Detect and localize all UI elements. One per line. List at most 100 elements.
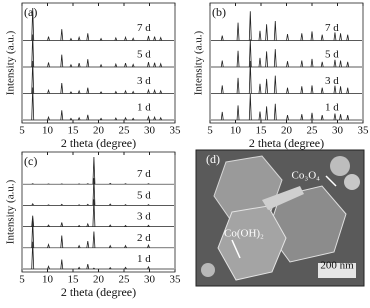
peak (266, 24, 268, 40)
peak (301, 114, 303, 120)
peak (87, 241, 89, 248)
peak (125, 91, 127, 94)
peak (87, 224, 89, 227)
peak (301, 86, 303, 93)
legend-label: 5 d (325, 49, 339, 61)
peak (61, 110, 63, 120)
peak (249, 11, 251, 40)
legend-label: 5 d (137, 189, 151, 201)
legend-label: 5 d (137, 49, 151, 61)
peak (61, 83, 63, 93)
peak (321, 115, 323, 120)
legend-label: 1 d (325, 102, 339, 114)
peak (160, 64, 162, 67)
peak (154, 90, 156, 93)
peak (347, 115, 349, 120)
legend-label: 7 d (137, 22, 151, 34)
x-tick-label: 15 (256, 125, 268, 137)
panel-label: (a) (24, 5, 37, 19)
peak (125, 37, 127, 40)
peak (259, 58, 261, 67)
peak (48, 266, 50, 269)
panel-label: (c) (24, 154, 37, 168)
x-axis-label: 2 theta (degree) (249, 136, 324, 150)
peak (147, 245, 149, 248)
peak (87, 264, 89, 269)
peak (147, 36, 149, 41)
x-tick-label: 35 (170, 125, 182, 137)
peak (48, 117, 50, 120)
y-axis-label: Intensity (a.u.) (5, 179, 17, 244)
legend-label: 3 d (325, 75, 339, 87)
peak (154, 117, 156, 120)
x-tick-label: 10 (42, 125, 54, 137)
peak (61, 29, 63, 40)
peak (274, 104, 276, 120)
peak (147, 90, 149, 94)
peak (347, 88, 349, 94)
peak (321, 88, 323, 94)
peak (237, 51, 239, 67)
peak (237, 105, 239, 120)
peak (221, 85, 223, 93)
x-tick-label: 20 (281, 125, 293, 137)
peak (154, 37, 156, 41)
peak (340, 33, 342, 40)
peak (87, 59, 89, 67)
annotation: Co₃O₄ (292, 170, 321, 182)
peak (347, 62, 349, 67)
peak (311, 59, 313, 67)
peak (287, 115, 289, 120)
x-tick-label: 25 (119, 125, 131, 137)
x-axis-label: 2 theta (degree) (61, 136, 136, 150)
peak (340, 86, 342, 93)
peak (347, 35, 349, 41)
legend-label: 7 d (325, 22, 339, 34)
peak (160, 91, 162, 94)
x-tick-label: 15 (68, 125, 80, 137)
peak (259, 31, 261, 41)
legend-label: 1 d (137, 102, 151, 114)
x-tick-label: 25 (307, 125, 319, 137)
legend-label: 3 d (137, 75, 151, 87)
peak (274, 21, 276, 41)
peak (221, 61, 223, 68)
peak (78, 37, 80, 40)
legend-label: 1 d (137, 253, 151, 265)
peak (115, 38, 117, 41)
x-tick-label: 10 (42, 274, 54, 286)
peak (61, 55, 63, 67)
peak (61, 236, 63, 248)
peak (147, 62, 149, 67)
sem-image: (d) Co₃O₄ Co(OH)₂ 200 nm (196, 150, 364, 286)
legend-label: 2 d (137, 232, 151, 244)
peak (311, 85, 313, 93)
peak (287, 61, 289, 67)
peak (93, 231, 95, 247)
x-axis-label: 2 theta (degree) (61, 285, 136, 299)
peak (147, 117, 149, 120)
legend-label: 3 d (137, 211, 151, 223)
particles (330, 156, 350, 176)
peak (61, 223, 63, 227)
x-tick-label: 15 (68, 274, 80, 286)
x-tick-label: 25 (119, 274, 131, 286)
peak (78, 63, 80, 67)
peak (237, 23, 239, 41)
peak (301, 61, 303, 68)
peak (274, 76, 276, 94)
peak (249, 94, 251, 120)
peak (221, 112, 223, 120)
peak (132, 64, 134, 67)
peak (125, 63, 127, 67)
peak (266, 106, 268, 120)
panel-label: (b) (212, 5, 226, 19)
y-axis-label: Intensity (a.u.) (5, 30, 17, 95)
annotation: Co(OH)₂ (224, 228, 264, 240)
particles (201, 263, 215, 277)
peak (259, 112, 261, 120)
peak (87, 88, 89, 94)
plot-frame (22, 152, 175, 272)
peak (87, 33, 89, 40)
